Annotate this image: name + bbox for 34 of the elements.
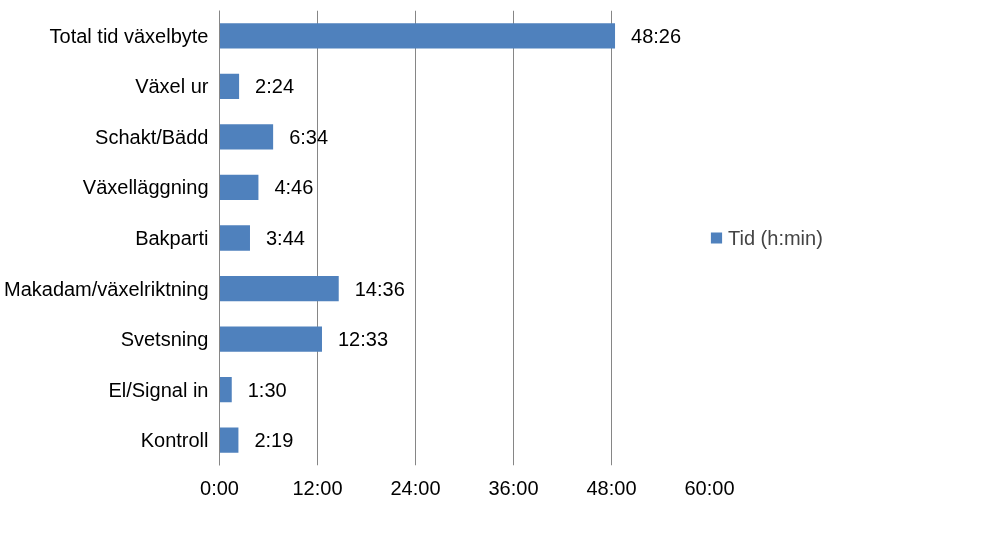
x-tick-label: 60:00 [684,476,735,499]
y-tick-label: Makadam/växelriktning [3,277,209,300]
x-tick-label: 24:00 [390,476,441,499]
data-label: 4:46 [274,176,314,199]
data-label: 3:44 [265,227,305,249]
y-tick-label: Schakt/Bädd [95,125,209,148]
data-label: 12:33 [337,328,389,351]
bar [219,377,232,403]
x-tick-label: 48:00 [586,476,637,499]
x-tick-label: 12:00 [292,476,343,499]
y-tick-label: Kontroll [140,429,209,452]
legend-label: Tid (h:min) [728,226,823,249]
bar [219,427,239,453]
x-tick-label: 0:00 [200,476,239,499]
data-label: 14:36 [354,277,405,300]
y-tick-label: El/Signal in [108,378,209,401]
bar [219,275,339,302]
bar [219,174,259,201]
data-label: 2:19 [254,429,294,452]
y-tick-label: Bakparti [135,227,209,249]
bar [219,225,250,251]
bar [219,73,240,99]
y-tick-label: Total tid växelbyte [49,24,209,47]
data-label: 2:24 [255,75,295,98]
data-label: 1:30 [247,378,287,401]
x-tick-label: 36:00 [488,476,539,499]
bar [219,124,274,150]
bar [219,326,322,352]
data-label: 6:34 [289,125,329,148]
data-label: 48:26 [631,24,682,47]
y-tick-label: Svetsning [120,328,209,351]
y-tick-label: Växel ur [135,75,209,98]
y-tick-label: Växelläggning [82,176,209,199]
bar [219,23,616,49]
